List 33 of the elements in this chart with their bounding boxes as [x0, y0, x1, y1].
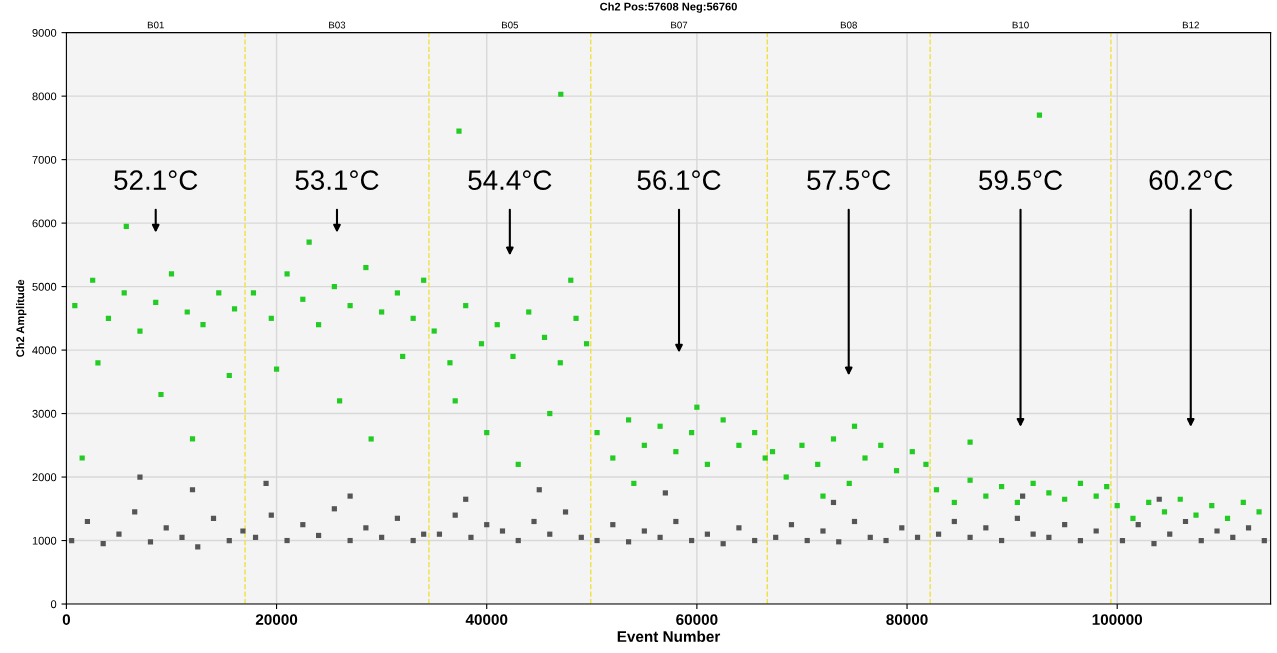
y-tick-label: 2000	[32, 473, 57, 482]
x-tick-label: 0	[62, 614, 71, 625]
annotation: 53.1°C	[295, 170, 379, 190]
y-tick-label: 0	[50, 600, 57, 609]
x-tick-label: 40000	[465, 614, 508, 625]
x-tick-label: 80000	[886, 614, 928, 625]
x-tick-label: 100000	[1092, 614, 1143, 625]
chart-title: Ch2 Pos:57608 Neg:56760	[600, 2, 737, 13]
text: B01	[147, 21, 164, 29]
annotation: 59.5°C	[979, 170, 1063, 190]
annotation: 60.2°C	[1149, 170, 1233, 190]
text: B07	[671, 21, 688, 29]
y-tick-label: 9000	[32, 28, 57, 37]
y-tick-label: 5000	[32, 282, 57, 291]
x-tick-label: 20000	[255, 614, 298, 625]
x-tick-label: 60000	[676, 614, 718, 625]
annotation: 54.4°C	[468, 170, 552, 190]
y-tick-label: 1000	[32, 536, 57, 545]
text: B12	[1182, 21, 1199, 29]
y-tick-label: 6000	[32, 219, 57, 228]
y-tick-label: 4000	[32, 346, 57, 355]
y-tick-label: 8000	[32, 92, 57, 101]
annotation: 57.5°C	[807, 170, 891, 190]
y-tick-label: 3000	[32, 409, 57, 418]
annotation: 52.1°C	[114, 170, 198, 190]
text: B05	[501, 21, 519, 29]
y-tick-label: 7000	[32, 155, 57, 164]
text: B10	[1012, 21, 1029, 29]
text: B03	[329, 21, 346, 29]
text: B08	[840, 21, 857, 29]
y-axis-title: Ch2 Amplitude	[16, 279, 27, 357]
x-axis-title: Event Number	[617, 630, 721, 642]
annotation: 56.1°C	[637, 170, 721, 190]
